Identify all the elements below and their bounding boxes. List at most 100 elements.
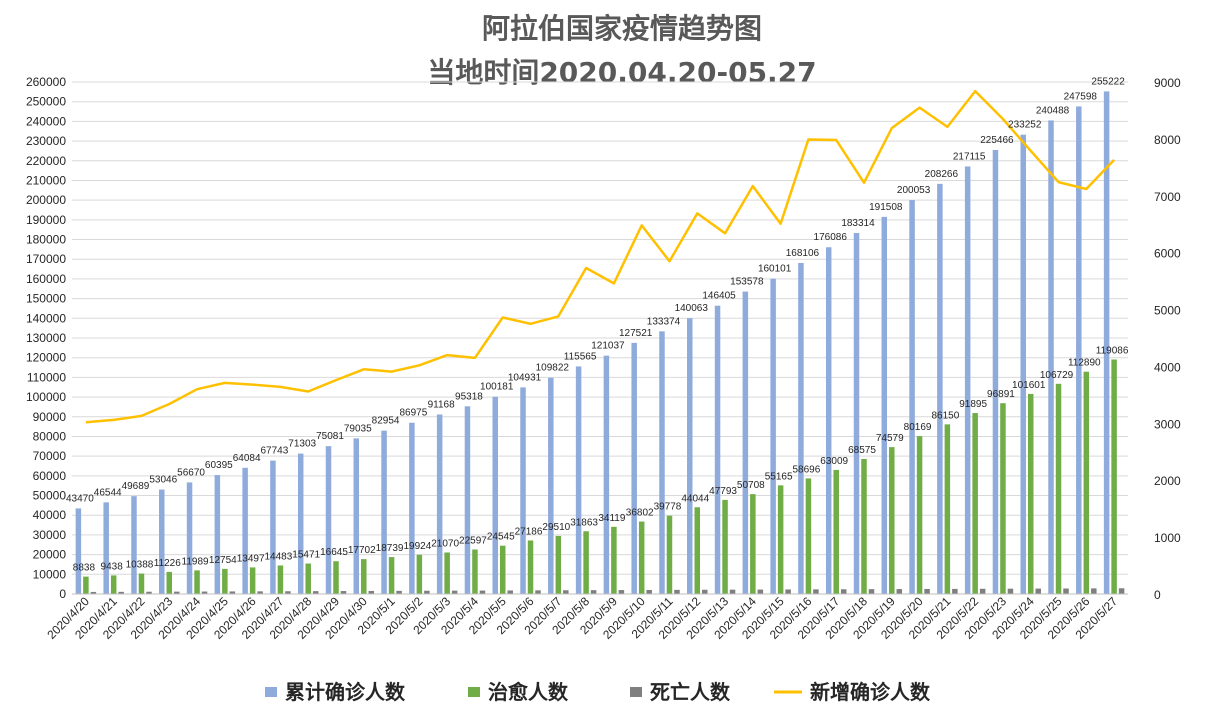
data-label: 71303: [288, 439, 316, 450]
y-left-tick-label: 0: [59, 587, 66, 601]
bar: [75, 508, 82, 594]
legend-swatch: [265, 687, 277, 697]
data-label: 200053: [897, 185, 931, 196]
y-right-tick-label: 9000: [1154, 76, 1181, 90]
data-label: 14483: [265, 551, 293, 562]
bar: [840, 589, 847, 594]
legend-label: 新增确诊人数: [810, 680, 931, 704]
bar: [674, 589, 680, 594]
data-label: 160101: [758, 264, 792, 275]
bar: [325, 446, 332, 594]
data-label: 86150: [931, 410, 959, 421]
bar: [464, 406, 471, 594]
y-right-tick-label: 5000: [1154, 304, 1181, 318]
data-label: 39778: [654, 502, 682, 513]
data-label: 133374: [647, 316, 681, 327]
bar: [666, 515, 673, 594]
y-left-tick-label: 190000: [26, 213, 66, 227]
data-label: 153578: [730, 277, 764, 288]
y-left-tick-label: 40000: [33, 508, 67, 522]
data-label: 11226: [154, 558, 182, 569]
data-label: 127521: [619, 328, 653, 339]
bar: [499, 545, 506, 594]
bar: [909, 200, 915, 594]
chart-subtitle: 当地时间2020.04.20-05.27: [427, 56, 816, 89]
data-label: 56670: [177, 467, 205, 478]
bar: [1055, 383, 1062, 594]
bar: [285, 591, 291, 594]
y-left-tick-label: 110000: [27, 370, 66, 384]
bar: [166, 571, 173, 594]
y-left-tick-label: 120000: [26, 351, 66, 365]
data-label: 63009: [820, 456, 848, 467]
legend-label: 死亡人数: [650, 680, 731, 704]
data-label: 82954: [372, 416, 400, 427]
bar: [825, 247, 832, 594]
legend: 累计确诊人数 治愈人数 死亡人数 新增确诊人数: [265, 680, 931, 704]
bar: [340, 591, 347, 594]
bar: [896, 589, 903, 594]
data-label: 44044: [681, 493, 709, 504]
bar: [702, 589, 708, 594]
data-label: 46544: [94, 487, 122, 498]
bar: [714, 305, 721, 594]
bar: [222, 568, 228, 594]
bar: [277, 565, 284, 594]
y-axis-left: 0 10000 20000 30000 40000 50000 60000 70000 8000…: [26, 75, 66, 601]
bar: [416, 554, 423, 594]
bar: [853, 233, 860, 594]
bar: [833, 469, 839, 594]
bar: [548, 377, 554, 594]
bar: [535, 590, 541, 594]
bar: [757, 589, 764, 594]
data-label: 109822: [536, 363, 570, 374]
bar: [1091, 588, 1097, 594]
y-right-tick-label: 4000: [1154, 360, 1181, 374]
data-label: 17702: [348, 545, 376, 556]
bar: [638, 521, 645, 594]
legend-label: 累计确诊人数: [285, 680, 406, 704]
y-left-tick-label: 10000: [33, 567, 67, 581]
bar: [1083, 371, 1090, 594]
y-left-tick-label: 20000: [33, 548, 67, 562]
data-label: 58696: [793, 464, 821, 475]
y-left-tick-label: 260000: [26, 75, 66, 89]
bar: [687, 318, 693, 594]
bar: [868, 589, 875, 594]
bar: [257, 591, 263, 594]
data-label: 233252: [1008, 120, 1042, 131]
y-left-tick-label: 230000: [26, 134, 66, 148]
chart-title: 阿拉伯国家疫情趋势图: [482, 12, 762, 45]
bar: [618, 590, 625, 594]
bar: [381, 430, 387, 594]
data-label: 119086: [1096, 345, 1129, 356]
data-label: 96891: [987, 389, 1015, 400]
data-label: 121037: [591, 341, 625, 352]
data-label: 112890: [1068, 358, 1101, 369]
bar: [297, 453, 304, 594]
legend-swatch: [468, 687, 480, 697]
bar: [333, 561, 339, 594]
bar: [750, 494, 756, 594]
bar: [1020, 134, 1026, 595]
y-left-tick-label: 250000: [26, 95, 66, 109]
bar: [159, 489, 165, 594]
data-labels: 4347046544496895304656670603956408467743…: [66, 76, 1129, 573]
bar: [305, 563, 311, 594]
y-left-tick-label: 130000: [26, 331, 66, 345]
bar: [194, 570, 200, 594]
bar: [186, 482, 193, 594]
data-label: 10388: [126, 560, 154, 571]
bar: [785, 589, 791, 594]
data-label: 247598: [1064, 91, 1098, 102]
data-label: 60395: [205, 460, 233, 471]
data-label: 8838: [73, 563, 96, 574]
bar: [861, 458, 867, 594]
data-label: 64084: [233, 453, 261, 464]
data-label: 22597: [459, 536, 487, 547]
bar: [770, 278, 776, 594]
bar: [1027, 393, 1034, 594]
data-label: 55165: [765, 471, 793, 482]
